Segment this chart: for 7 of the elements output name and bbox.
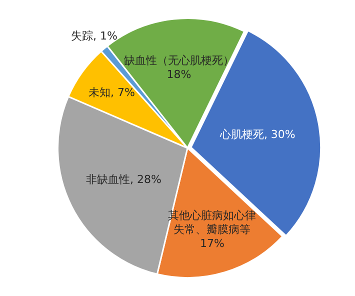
slice-label: 缺血性（无心肌梗死） — [124, 54, 234, 67]
slice-label: 未知, 7% — [88, 86, 135, 100]
data-label: 17% — [200, 236, 224, 250]
slice-label: 非缺血性, 28% — [86, 172, 162, 186]
slice-label: 心肌梗死, 30% — [218, 128, 296, 141]
data-label: 18% — [166, 68, 192, 81]
slice-label: 失踪, 1% — [70, 29, 118, 42]
